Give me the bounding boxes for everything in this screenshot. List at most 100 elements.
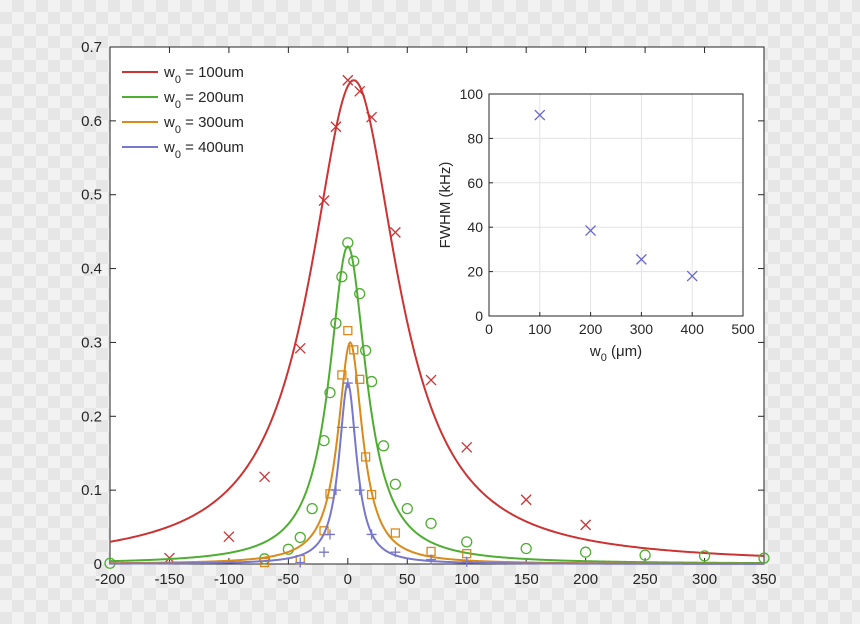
- series-3-marker: [349, 345, 359, 355]
- inset-frame: [488, 93, 744, 317]
- main-y-tick-label: 0.6: [81, 113, 102, 130]
- series-2-marker: [365, 375, 378, 388]
- inset-marker: [585, 225, 597, 236]
- main-y-tick-label: 0.4: [81, 261, 102, 278]
- main-x-tick-label: -150: [154, 571, 184, 588]
- series-2: [104, 237, 770, 569]
- series-1-marker: [389, 226, 401, 238]
- series-2-marker: [306, 502, 318, 515]
- main-y-tick-label: 0.7: [81, 39, 102, 56]
- legend-entry: w0 = 100um: [163, 64, 244, 86]
- series-4-fit-line: [110, 380, 764, 565]
- inset-y-tick-label: 80: [467, 130, 483, 146]
- series-4-marker: [426, 554, 437, 565]
- inset-x-ticks: 0 100 200 300 400 500: [485, 312, 755, 337]
- series-4-marker: [319, 547, 330, 558]
- main-legend: w0 = 100um w0 = 200um w0 = 300um w0 = 400um: [122, 64, 244, 161]
- inset-points: [534, 109, 698, 282]
- inset-x-tick-label: 0: [485, 321, 493, 337]
- series-2-marker: [342, 237, 354, 249]
- main-x-tick-label: -50: [278, 571, 300, 588]
- main-y-tick-label: 0.3: [81, 334, 102, 351]
- inset-x-tick-label: 200: [579, 321, 603, 337]
- inset-y-tick-label: 40: [467, 219, 483, 235]
- series-1-marker: [461, 441, 473, 453]
- legend-entry: w0 = 400um: [163, 139, 244, 161]
- main-y-tick-label: 0.5: [81, 187, 102, 204]
- series-1-marker: [520, 494, 532, 506]
- main-x-tick-label: 0: [344, 571, 352, 588]
- series-1-marker: [223, 531, 235, 543]
- series-2-marker: [461, 536, 473, 548]
- inset-y-tick-label: 60: [467, 175, 483, 191]
- inset-marker: [635, 253, 647, 265]
- main-x-tick-label: 50: [399, 571, 416, 588]
- series-2-marker: [354, 288, 366, 300]
- series-4-marker: [342, 378, 353, 389]
- series-3-marker: [343, 325, 353, 336]
- main-x-tick-label: 350: [751, 571, 776, 588]
- series-1-marker: [318, 195, 330, 207]
- series-2-marker: [336, 271, 348, 283]
- series-3-marker: [366, 489, 377, 500]
- legend-entry: w0 = 200um: [163, 89, 244, 111]
- series-3-marker: [390, 528, 401, 538]
- inset-y-tick-label: 20: [467, 264, 483, 280]
- main-x-ticks: -200 -150 -100 -50 0 50 100 150 200 250 300 350: [95, 47, 777, 588]
- series-1-fit-line: [109, 79, 765, 557]
- series-1-marker: [342, 74, 354, 86]
- series-4-marker: [348, 422, 359, 433]
- main-x-tick-label: 100: [454, 571, 479, 588]
- series-4-marker: [390, 547, 401, 558]
- series-2-marker: [330, 317, 342, 329]
- inset-y-tick-label: 0: [475, 308, 483, 324]
- main-y-tick-label: 0.2: [81, 408, 102, 425]
- series-1-marker: [354, 85, 366, 97]
- series-4-marker: [295, 557, 306, 568]
- main-x-tick-label: 250: [633, 571, 658, 588]
- series-2-marker: [360, 344, 372, 357]
- main-x-tick-label: -100: [214, 571, 244, 588]
- series-2-marker: [401, 502, 413, 515]
- series-2-marker: [348, 255, 360, 267]
- inset-x-axis-label: w0 (μm): [589, 343, 642, 364]
- main-x-tick-label: 300: [692, 571, 717, 588]
- inset-y-ticks: 0 20 40 60 80 100: [460, 86, 493, 324]
- series-3-marker: [355, 374, 365, 385]
- inset-x-tick-label: 300: [630, 321, 654, 337]
- series-3-marker: [361, 452, 371, 462]
- series-4-marker: [354, 485, 365, 496]
- series-4-marker: [330, 485, 341, 496]
- series-4-marker: [336, 422, 347, 433]
- series-4-marker: [366, 529, 377, 540]
- series-2-fit-line: [109, 245, 765, 565]
- main-y-ticks: 0 0.1 0.2 0.3 0.4 0.5 0.6 0.7: [81, 39, 764, 573]
- inset-chart: 0 100 200 300 400 500 0 20 40 60 80 100 w0 (μm) FWHM …: [437, 86, 755, 364]
- series-2-marker: [389, 478, 402, 490]
- main-x-tick-label: -200: [95, 571, 125, 588]
- series-2-marker: [698, 550, 711, 562]
- series-1-marker: [580, 519, 592, 531]
- series-1-marker: [366, 111, 378, 123]
- series-2-marker: [318, 435, 330, 447]
- series-1-marker: [425, 374, 437, 386]
- series-2-marker: [377, 440, 390, 452]
- inset-plot-area: [489, 94, 743, 316]
- series-2-marker: [639, 549, 651, 561]
- main-y-tick-label: 0.1: [81, 482, 102, 499]
- inset-y-axis-label: FWHM (kHz): [437, 162, 454, 249]
- series-2-marker: [425, 517, 437, 530]
- inset-x-tick-label: 100: [528, 321, 552, 337]
- series-4-marker: [461, 556, 472, 567]
- inset-x-tick-label: 400: [681, 321, 705, 337]
- series-2-marker: [294, 531, 306, 544]
- series-2-marker: [520, 542, 532, 555]
- series-1-marker: [330, 121, 342, 133]
- series-2-marker: [579, 546, 592, 558]
- series-2-marker: [324, 387, 336, 399]
- main-y-tick-label: 0: [94, 556, 102, 573]
- main-x-tick-label: 200: [573, 571, 598, 588]
- series-3-marker: [337, 370, 347, 380]
- series-1-marker: [259, 471, 271, 483]
